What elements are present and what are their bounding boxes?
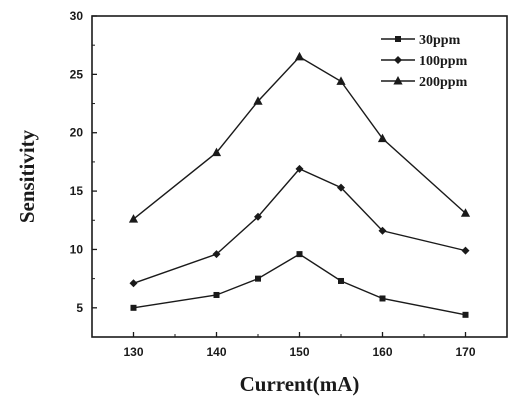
legend-label: 100ppm xyxy=(419,54,468,69)
series-line xyxy=(133,253,466,316)
y-tick-label: 20 xyxy=(70,126,84,140)
data-point xyxy=(379,295,386,302)
y-tick-label: 15 xyxy=(70,184,84,198)
legend-marker xyxy=(395,36,401,42)
data-point xyxy=(128,214,139,223)
data-point xyxy=(294,51,305,61)
data-point xyxy=(254,212,262,221)
legend-item: 30ppm xyxy=(381,33,461,48)
x-tick-label: 130 xyxy=(123,345,143,359)
data-point xyxy=(253,96,263,105)
data-point xyxy=(337,183,345,192)
series-line xyxy=(133,55,466,220)
data-point xyxy=(129,279,138,288)
data-point xyxy=(338,277,344,284)
series-100ppm xyxy=(129,164,470,288)
series-layer xyxy=(128,51,471,318)
y-tick-label: 5 xyxy=(76,301,83,315)
x-axis-title: Current(mA) xyxy=(240,372,360,396)
data-point xyxy=(461,246,470,255)
legend-label: 30ppm xyxy=(419,33,461,48)
legend-item: 200ppm xyxy=(381,75,468,90)
data-point xyxy=(211,147,222,157)
data-point xyxy=(212,250,221,259)
series-200ppm xyxy=(128,51,471,223)
legend-item: 100ppm xyxy=(381,54,468,69)
y-tick-label: 25 xyxy=(70,67,84,81)
y-tick-label: 10 xyxy=(70,242,84,256)
data-point xyxy=(460,208,471,217)
data-point xyxy=(213,291,220,298)
series-line xyxy=(133,168,466,284)
data-point xyxy=(378,226,387,235)
x-tick-label: 140 xyxy=(206,345,226,359)
legend-marker xyxy=(394,56,402,64)
x-tick-label: 160 xyxy=(372,345,392,359)
data-point xyxy=(296,251,303,258)
y-tick-label: 30 xyxy=(70,9,84,23)
y-axis-ticks: 5 10 15 20 25 30 xyxy=(70,9,97,338)
data-point xyxy=(255,275,261,282)
legend-label: 200ppm xyxy=(419,75,468,90)
data-point xyxy=(130,304,137,311)
x-axis-ticks: 130 140 150 160 170 xyxy=(91,332,508,359)
legend-marker xyxy=(393,76,403,85)
series-30ppm xyxy=(130,251,469,318)
data-point xyxy=(295,164,304,173)
y-axis-title: Sensitivity xyxy=(15,129,39,223)
x-tick-label: 150 xyxy=(289,345,309,359)
legend: 30ppm 100ppm 200ppm xyxy=(381,33,468,90)
data-point xyxy=(462,311,469,318)
data-point xyxy=(336,76,346,85)
x-tick-label: 170 xyxy=(455,345,475,359)
data-point xyxy=(377,133,388,143)
